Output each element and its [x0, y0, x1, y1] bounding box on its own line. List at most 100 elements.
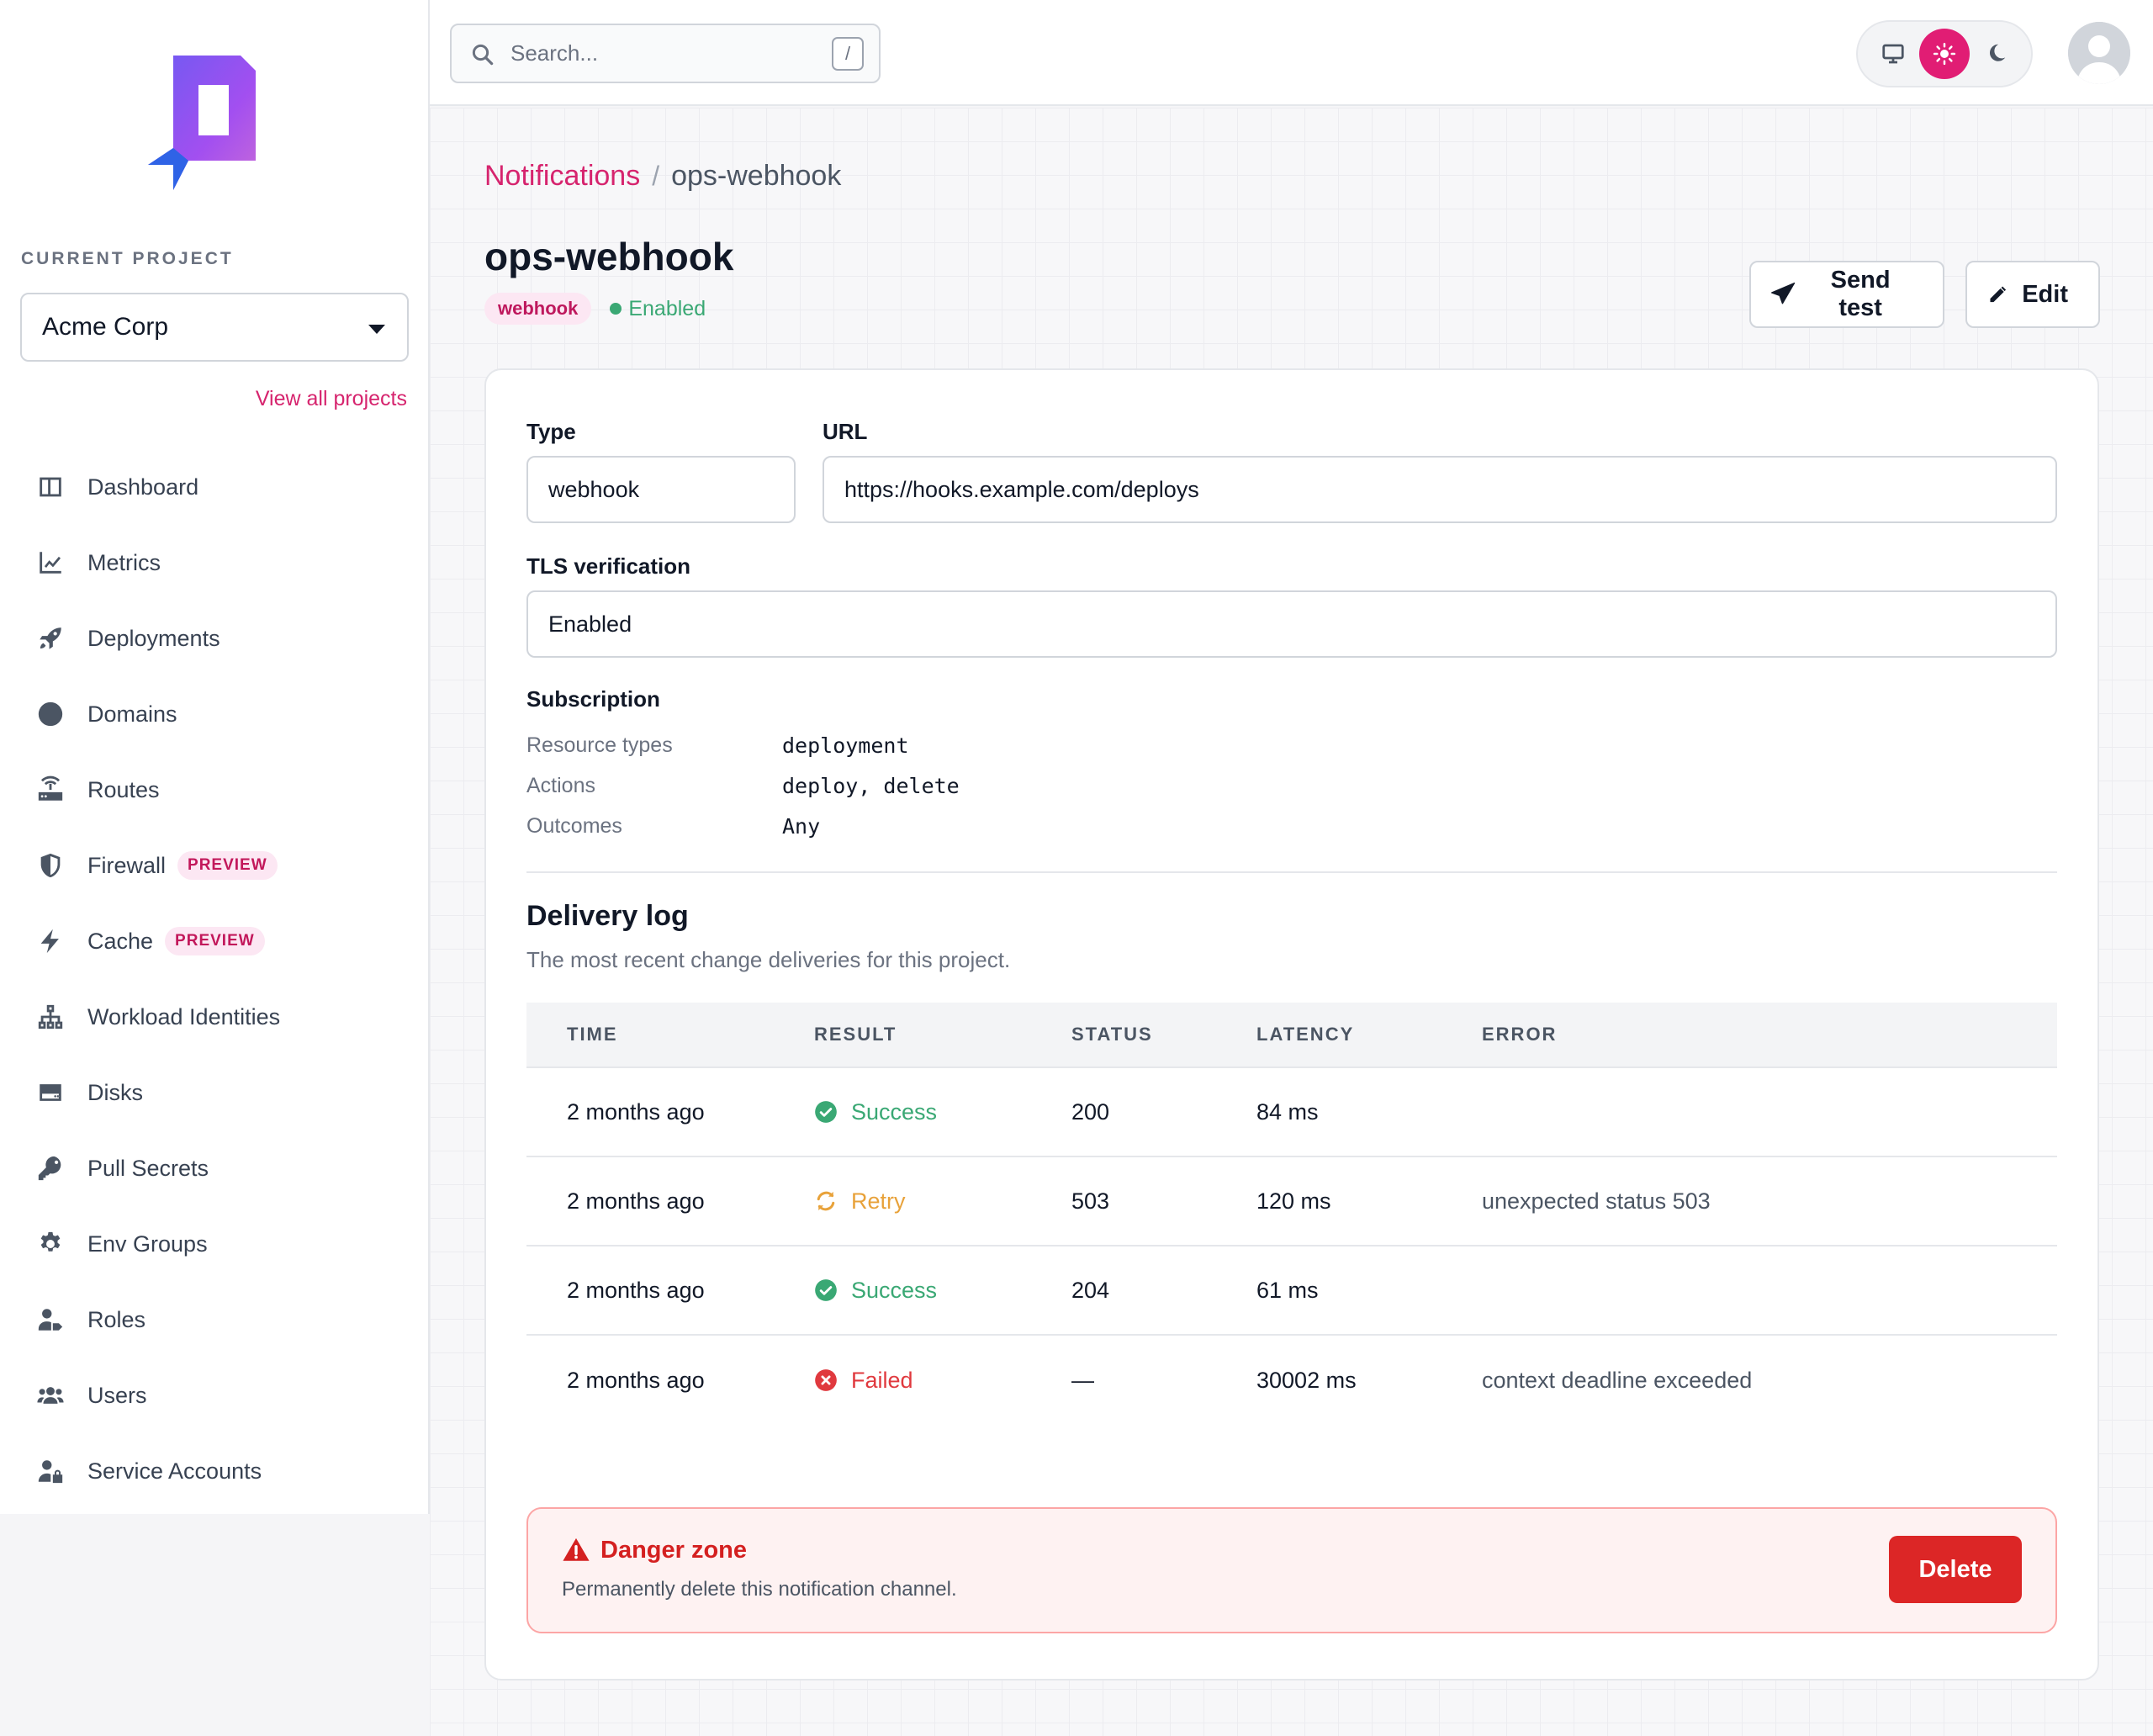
- delivery-log-title: Delivery log: [526, 900, 689, 932]
- sidebar-item-label: Workload Identities: [87, 1003, 281, 1029]
- sidebar-item-roles[interactable]: Roles: [0, 1282, 428, 1358]
- sidebar-item-env-groups[interactable]: Env Groups: [0, 1206, 428, 1282]
- sidebar-item-routes[interactable]: Routes: [0, 752, 428, 828]
- subscription-key: Outcomes: [526, 814, 622, 838]
- warning-triangle-icon: [563, 1538, 590, 1561]
- tls-label: TLS verification: [526, 553, 691, 579]
- cell-time: 2 months ago: [567, 1367, 705, 1393]
- type-field[interactable]: webhook: [526, 456, 796, 523]
- subscription-value: deploy, delete: [782, 774, 960, 798]
- cell-latency: 120 ms: [1256, 1188, 1331, 1214]
- sidebar-item-pull-secrets[interactable]: Pull Secrets: [0, 1130, 428, 1206]
- chart-line-icon: [34, 546, 67, 580]
- subscription-key: Actions: [526, 774, 595, 797]
- send-test-label: Send test: [1830, 267, 1891, 321]
- caret-down-icon: [368, 325, 385, 334]
- view-all-projects-link[interactable]: View all projects: [255, 387, 407, 410]
- title-badges: webhook Enabled: [484, 293, 706, 325]
- result-label: Success: [851, 1098, 938, 1125]
- monitor-icon: [1882, 44, 1904, 64]
- dashboard-icon: [34, 470, 67, 504]
- sidebar-item-label: Deployments: [87, 625, 220, 651]
- cell-result: Retry: [814, 1188, 1071, 1215]
- sidebar-item-dashboard[interactable]: Dashboard: [0, 449, 428, 525]
- sidebar-item-workload-identities[interactable]: Workload Identities: [0, 979, 428, 1055]
- url-field[interactable]: https://hooks.example.com/deploys: [823, 456, 2057, 523]
- cell-status: —: [1071, 1367, 1094, 1393]
- router-icon: [34, 773, 67, 807]
- table-row[interactable]: 2 months ago Success 200 84 ms: [526, 1068, 2057, 1157]
- danger-zone-title-text: Danger zone: [600, 1536, 748, 1564]
- cell-time: 2 months ago: [567, 1277, 705, 1303]
- x-circle-icon: [815, 1369, 837, 1391]
- result-label: Failed: [851, 1367, 913, 1393]
- project-select-value: Acme Corp: [42, 313, 169, 341]
- breadcrumb-separator: /: [652, 161, 660, 191]
- gear-icon: [34, 1227, 67, 1261]
- column-header-latency: LATENCY: [1256, 1024, 1355, 1045]
- edit-button[interactable]: Edit: [1965, 261, 2100, 328]
- search-placeholder: Search...: [510, 40, 599, 66]
- notification-details-card: Type webhook URL https://hooks.example.c…: [484, 368, 2099, 1680]
- sidebar-item-label: Users: [87, 1382, 147, 1408]
- cell-time: 2 months ago: [567, 1188, 705, 1214]
- breadcrumb-current: ops-webhook: [671, 160, 842, 192]
- table-row[interactable]: 2 months ago Failed — 30002 ms context d…: [526, 1336, 2057, 1425]
- sun-icon: [1933, 42, 1956, 66]
- user-tag-icon: [34, 1303, 67, 1336]
- theme-dark-button[interactable]: [1970, 29, 2021, 79]
- danger-zone-title: Danger zone: [562, 1536, 747, 1564]
- tls-field[interactable]: Enabled: [526, 590, 2057, 658]
- theme-light-button[interactable]: [1919, 29, 1970, 79]
- delete-button[interactable]: Delete: [1889, 1536, 2022, 1603]
- table-row[interactable]: 2 months ago Retry 503 120 ms unexpected…: [526, 1157, 2057, 1246]
- sidebar: CURRENT PROJECT Acme Corp View all proje…: [0, 0, 430, 1514]
- disk-icon: [34, 1076, 67, 1109]
- cell-time: 2 months ago: [567, 1098, 705, 1125]
- app-logo[interactable]: [148, 56, 259, 190]
- edit-label: Edit: [2022, 280, 2068, 308]
- rocket-icon: [34, 622, 67, 655]
- main-content: Notifications / ops-webhook ops-webhook …: [430, 108, 2153, 1736]
- paper-plane-icon: [1771, 282, 1796, 304]
- theme-system-button[interactable]: [1868, 29, 1918, 79]
- search-icon: [472, 44, 494, 66]
- column-header-result: RESULT: [814, 1024, 897, 1045]
- retry-icon: [817, 1191, 835, 1211]
- sidebar-item-metrics[interactable]: Metrics: [0, 525, 428, 601]
- danger-zone-description: Permanently delete this notification cha…: [562, 1578, 957, 1601]
- sidebar-item-users[interactable]: Users: [0, 1358, 428, 1433]
- breadcrumb: Notifications / ops-webhook: [484, 160, 841, 193]
- table-row[interactable]: 2 months ago Success 204 61 ms: [526, 1246, 2057, 1336]
- send-test-button[interactable]: Send test: [1749, 261, 1944, 328]
- sidebar-item-disks[interactable]: Disks: [0, 1055, 428, 1130]
- cell-latency: 61 ms: [1256, 1277, 1319, 1303]
- project-select[interactable]: Acme Corp: [20, 293, 409, 362]
- status-badge: Enabled: [610, 297, 706, 321]
- sidebar-item-domains[interactable]: Domains: [0, 676, 428, 752]
- sidebar-item-service-accounts[interactable]: Service Accounts: [0, 1433, 428, 1509]
- sidebar-item-label: Domains: [87, 701, 177, 727]
- cell-result: Failed: [814, 1368, 1071, 1394]
- delivery-log-table: TIME RESULT STATUS LATENCY ERROR 2 month…: [526, 1003, 2057, 1425]
- column-header-time: TIME: [567, 1024, 618, 1045]
- globe-icon: [34, 697, 67, 731]
- check-circle-icon: [815, 1101, 837, 1123]
- url-label: URL: [823, 419, 868, 444]
- subscription-label: Subscription: [526, 686, 660, 712]
- sidebar-item-deployments[interactable]: Deployments: [0, 601, 428, 676]
- moon-icon: [1989, 44, 2006, 61]
- topbar: Search... /: [430, 0, 2153, 106]
- sidebar-item-label: Env Groups: [87, 1231, 208, 1257]
- status-dot-icon: [610, 303, 622, 315]
- sidebar-item-label: Disks: [87, 1079, 143, 1105]
- sidebar-item-cache[interactable]: Cache PREVIEW: [0, 903, 428, 979]
- cell-status: 204: [1071, 1277, 1110, 1303]
- bolt-icon: [34, 924, 67, 958]
- delivery-log-subtitle: The most recent change deliveries for th…: [526, 947, 1011, 972]
- sidebar-item-firewall[interactable]: Firewall PREVIEW: [0, 828, 428, 903]
- search-input[interactable]: Search... /: [450, 24, 881, 83]
- breadcrumb-notifications-link[interactable]: Notifications: [484, 160, 641, 192]
- user-avatar[interactable]: [2068, 22, 2130, 84]
- cell-latency: 84 ms: [1256, 1098, 1319, 1125]
